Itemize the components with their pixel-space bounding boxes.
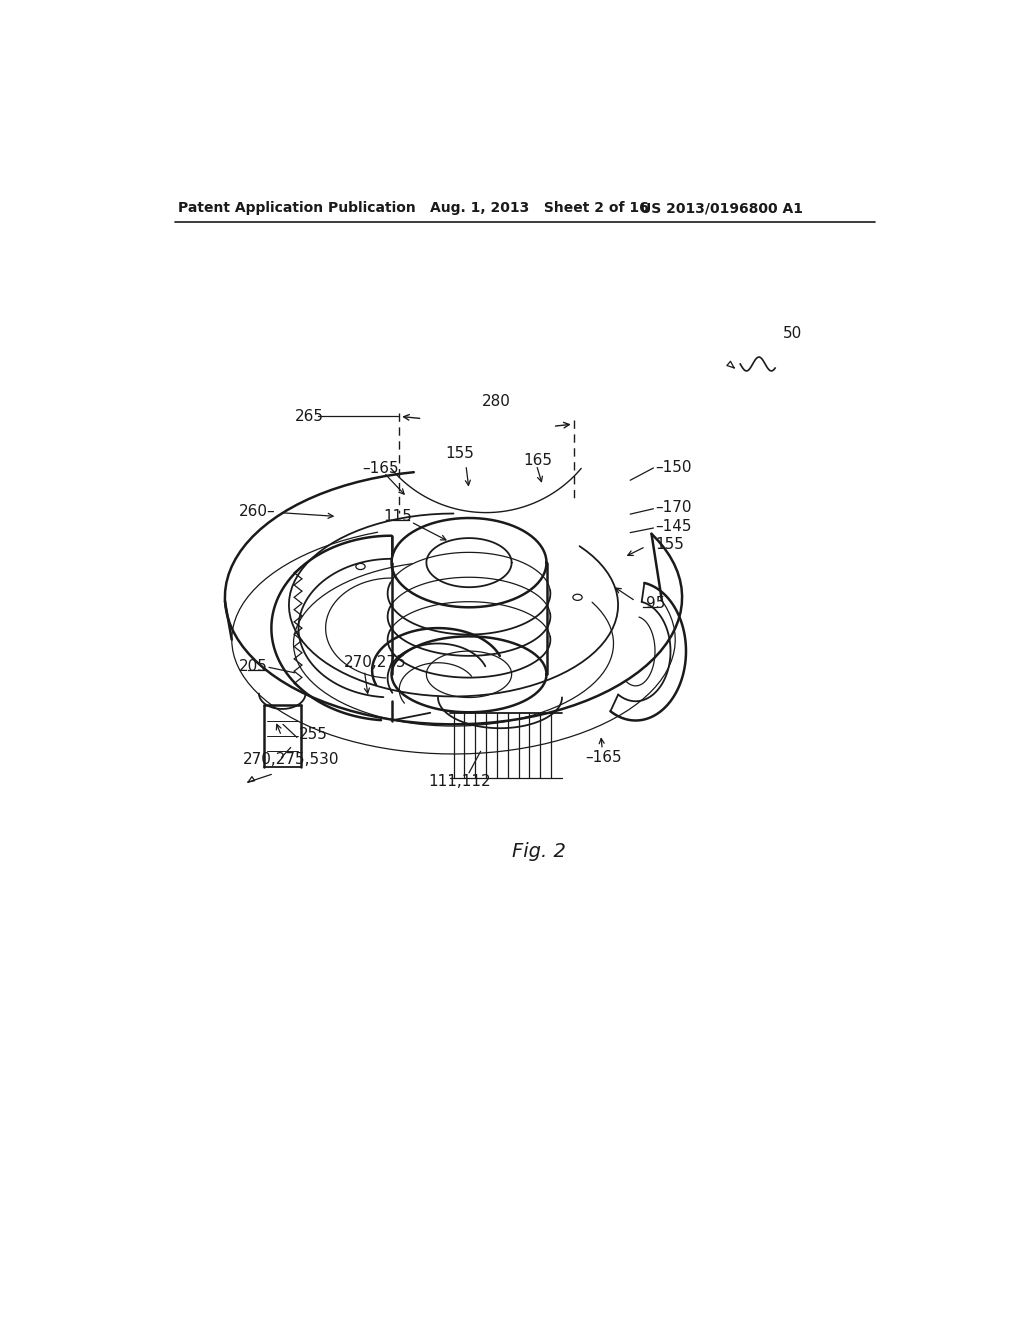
Text: –150: –150 xyxy=(655,461,691,475)
Text: 265: 265 xyxy=(295,409,324,424)
Text: –170: –170 xyxy=(655,500,691,515)
Text: US 2013/0196800 A1: US 2013/0196800 A1 xyxy=(640,202,803,215)
Text: 255: 255 xyxy=(299,727,328,742)
Text: 280: 280 xyxy=(481,393,511,409)
Text: 111,112: 111,112 xyxy=(428,775,492,789)
Text: Patent Application Publication: Patent Application Publication xyxy=(178,202,416,215)
Text: –165: –165 xyxy=(586,750,622,766)
Text: 50: 50 xyxy=(783,326,802,342)
Text: 115: 115 xyxy=(383,510,412,524)
Text: 95: 95 xyxy=(646,595,665,611)
Text: Aug. 1, 2013   Sheet 2 of 16: Aug. 1, 2013 Sheet 2 of 16 xyxy=(430,202,649,215)
Text: Fig. 2: Fig. 2 xyxy=(512,842,565,861)
Text: –145: –145 xyxy=(655,519,691,535)
Text: 155: 155 xyxy=(655,537,684,553)
Text: 260–: 260– xyxy=(239,503,275,519)
Text: 270,275,530: 270,275,530 xyxy=(243,751,339,767)
Text: 270,275: 270,275 xyxy=(343,655,407,671)
Text: 205: 205 xyxy=(239,659,267,675)
Text: 165: 165 xyxy=(523,453,552,467)
Text: 155: 155 xyxy=(445,446,474,461)
Text: –165: –165 xyxy=(362,461,398,477)
